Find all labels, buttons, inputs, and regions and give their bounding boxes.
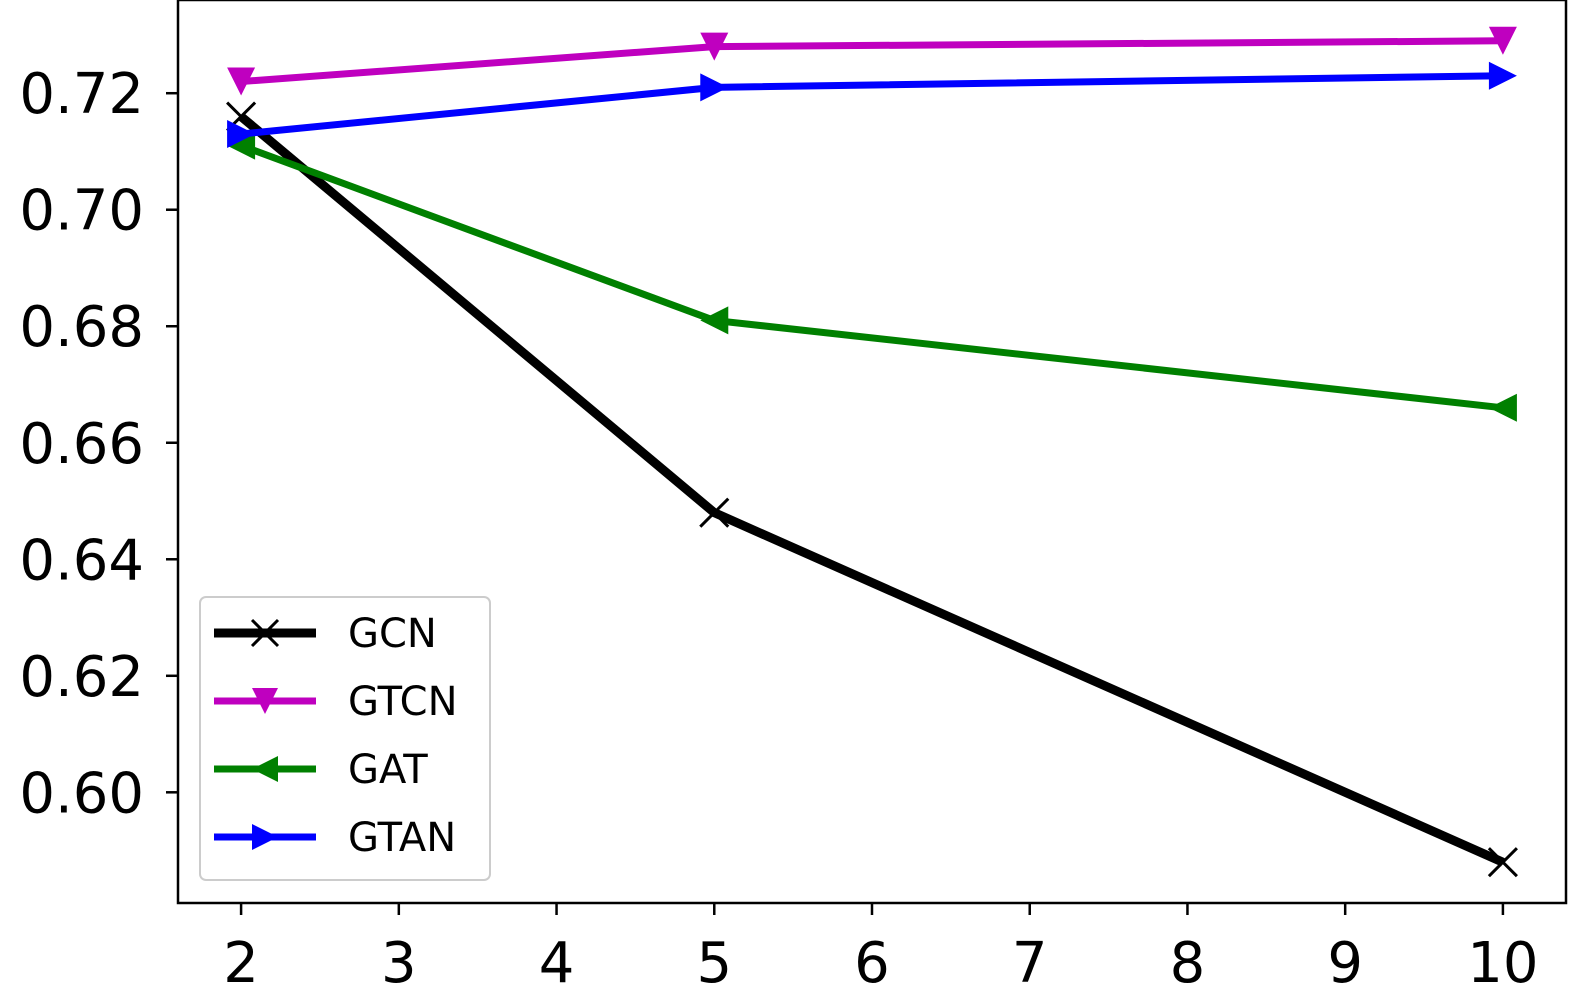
x-axis: 2 3 4 5 6 7 8 9 10 <box>223 903 1539 996</box>
series-gtcn <box>227 26 1517 96</box>
data-point-gcn-10 <box>1487 847 1518 878</box>
data-point-gat-5 <box>700 306 729 335</box>
legend-label-gtan: GTAN <box>348 815 456 861</box>
y-tick-label: 0.60 <box>19 761 144 826</box>
x-tick-label: 6 <box>854 931 890 996</box>
y-tick-label: 0.68 <box>19 295 144 360</box>
data-point-gtcn-2 <box>227 67 256 96</box>
legend-item-gcn: GCN <box>214 611 437 657</box>
legend-label-gat: GAT <box>348 747 428 793</box>
data-point-gcn-10-stroke-b <box>1487 847 1518 878</box>
y-tick-label: 0.64 <box>19 528 144 593</box>
legend-label-gcn: GCN <box>348 611 437 657</box>
legend-box <box>199 596 491 881</box>
x-tick-label: 2 <box>223 931 259 996</box>
series-gat <box>227 131 1517 422</box>
y-axis: 0.60 0.62 0.64 0.66 0.68 0.70 0.72 <box>19 62 178 826</box>
legend-item-gtan: GTAN <box>214 815 456 861</box>
data-point-gtan-2 <box>227 119 256 148</box>
x-tick-label: 8 <box>1170 931 1206 996</box>
data-point-gtan-5 <box>700 73 729 102</box>
y-tick-label: 0.62 <box>19 645 144 710</box>
x-tick-label: 3 <box>381 931 417 996</box>
data-point-gtan-10 <box>1488 61 1517 90</box>
series-line-gtan <box>240 72 1503 138</box>
legend: GCN GTCN GAT GTAN <box>199 596 491 881</box>
legend-label-gtcn: GTCN <box>348 679 458 725</box>
x-tick-label: 10 <box>1467 931 1538 996</box>
series-gtan <box>227 61 1517 148</box>
x-tick-label: 7 <box>1012 931 1048 996</box>
legend-marker-gcn <box>250 618 280 648</box>
data-point-gtcn-10 <box>1488 26 1517 55</box>
x-tick-label: 9 <box>1327 931 1363 996</box>
legend-marker-gtan <box>252 824 278 850</box>
series-layer <box>226 26 1518 878</box>
data-point-gat-10 <box>1488 393 1517 422</box>
y-tick-label: 0.70 <box>19 179 144 244</box>
y-tick-label: 0.66 <box>19 412 144 477</box>
x-tick-label: 5 <box>696 931 732 996</box>
data-point-gcn-5-stroke-b <box>699 497 730 528</box>
data-point-gtcn-5 <box>700 32 729 61</box>
y-tick-label: 0.72 <box>19 62 144 127</box>
legend-marker-gat <box>252 756 278 782</box>
x-tick-label: 4 <box>539 931 575 996</box>
legend-item-gat: GAT <box>214 747 428 793</box>
legend-item-gtcn: GTCN <box>214 679 458 725</box>
data-point-gcn-5 <box>699 497 730 528</box>
legend-marker-gcn-stroke-b <box>250 618 280 648</box>
legend-marker-gtcn <box>252 688 278 714</box>
data-point-gat-2 <box>227 131 256 160</box>
